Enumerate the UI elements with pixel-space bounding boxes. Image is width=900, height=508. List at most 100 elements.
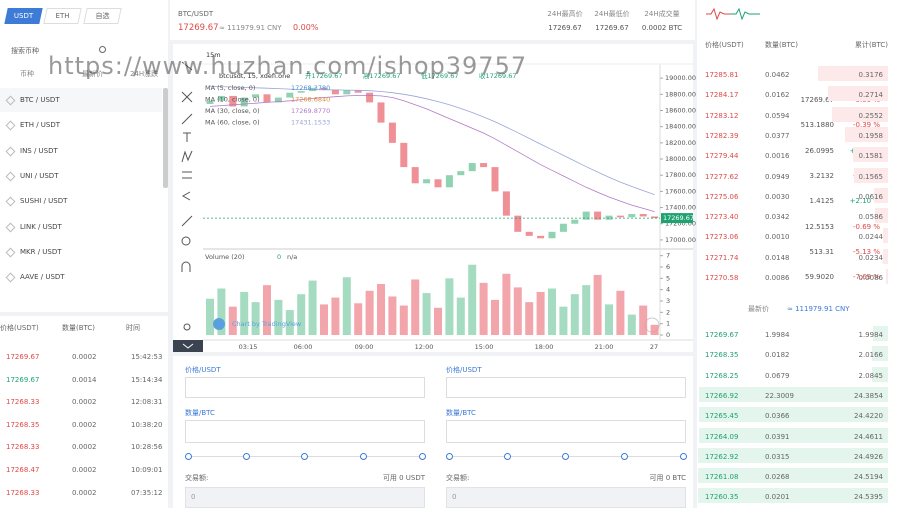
trades-header: 价格(USDT) (0, 324, 39, 332)
pair-price: 59.9020 (805, 273, 834, 282)
slider-dot[interactable] (243, 453, 250, 460)
ob-total: 24.3854 (854, 391, 883, 400)
volume-bar (228, 306, 237, 335)
trade-time: 12:08:31 (131, 398, 163, 407)
y-tick-label: 18600.00 (665, 106, 696, 114)
volume-bar (593, 274, 602, 335)
ma-legend-value: 17431.1533 (291, 119, 330, 127)
slider-dot[interactable] (419, 453, 426, 460)
volume-bar (365, 290, 374, 335)
depth-bar (844, 126, 888, 142)
depth-bar (882, 228, 888, 244)
ob-total: 24.4611 (854, 432, 883, 441)
ob-price: 17273.06 (705, 233, 739, 242)
ob-price: 17282.39 (705, 131, 739, 140)
volume-bar (479, 282, 488, 335)
pair-name: ETH / USDT (20, 121, 61, 130)
ticker-pair: BTC/USDT (178, 10, 214, 18)
pair-change: -7.69 % (853, 273, 880, 282)
y-tick-label: 17000.00 (665, 236, 696, 244)
trade-time: 15:14:34 (131, 375, 163, 384)
depth-bar (698, 488, 888, 504)
ob-price: 17271.74 (705, 253, 739, 262)
slider-dot[interactable] (680, 453, 687, 460)
volume-tick-label: 1 (666, 320, 670, 328)
x-tick-label: 06:00 (294, 343, 313, 351)
ob-total: 0.1565 (858, 172, 884, 181)
ma-line (209, 95, 655, 212)
total-value: 0 (452, 493, 457, 501)
ob-total: 0.3176 (858, 71, 884, 79)
ob-amount: 0.0342 (765, 213, 790, 222)
stat-value: 0.0002 BTC (641, 24, 683, 32)
volume-title: Volume (20) (205, 253, 245, 261)
candle-body (468, 163, 476, 172)
candle-body (411, 167, 419, 184)
collapse-button[interactable] (173, 340, 203, 352)
slider-dot[interactable] (621, 453, 628, 460)
ma-legend-name: MA (10, close, 0) (205, 96, 260, 104)
slider-dot[interactable] (185, 453, 192, 460)
volume-bar (536, 291, 545, 335)
total-value: 0 (191, 493, 196, 501)
pair-change: -0.39 % (853, 121, 880, 130)
selected-row[interactable] (0, 88, 162, 112)
ma-legend-name: MA (5, close, 0) (205, 84, 255, 92)
volume-tick-label: 0 (666, 331, 670, 339)
ob-amount: 0.0949 (765, 172, 790, 181)
candle-body (206, 100, 214, 105)
y-tick-label: 17200.00 (665, 220, 696, 228)
market-panel (0, 0, 168, 312)
volume-tick-label: 6 (666, 263, 670, 271)
ob-total: 24.4220 (854, 412, 883, 421)
depth-bar (874, 187, 888, 203)
ob-amount: 0.0148 (765, 253, 790, 262)
price-input[interactable] (446, 377, 686, 398)
depth-bar (872, 326, 888, 341)
ob-amount: 0.0377 (765, 131, 790, 140)
y-tick-label: 18000.00 (665, 155, 696, 163)
trade-amount: 0.0002 (72, 420, 97, 429)
trade-time: 10:38:20 (131, 420, 163, 429)
ob-total: 0.0244 (858, 233, 884, 242)
pair-change: +2.10 % (849, 197, 880, 206)
ob-total: 0.2714 (858, 91, 884, 100)
candle-body (514, 215, 522, 232)
ob-price: 17268.35 (705, 351, 739, 360)
candle-body (537, 235, 545, 239)
slider-dot[interactable] (360, 453, 367, 460)
volume-bar (331, 297, 340, 335)
ob-amount: 0.0201 (765, 493, 790, 502)
ma-line (209, 85, 655, 195)
volume-bar (263, 285, 271, 335)
trade-amount: 0.0002 (72, 488, 97, 497)
ob-amount: 0.0162 (765, 91, 790, 100)
market-tab-label: ETH (55, 12, 70, 20)
volume-tick-label: 4 (666, 286, 670, 294)
ob-price: 17284.17 (705, 91, 739, 100)
trade-time: 10:09:01 (131, 466, 163, 474)
volume-na: n/a (287, 253, 297, 261)
candle-body (457, 171, 465, 176)
volume-bar (627, 314, 636, 335)
trade-amount: 0.0014 (72, 375, 97, 384)
pair-price: 513.31 (809, 247, 835, 256)
pair-name: AAVE / USDT (20, 273, 65, 282)
slider-dot[interactable] (504, 453, 511, 460)
price-input[interactable] (185, 377, 425, 398)
amount-input[interactable] (185, 420, 425, 443)
stat-label: 24H最高价 (547, 10, 583, 18)
ma-legend-value: 17268.3780 (291, 84, 330, 92)
x-tick-label: 15:00 (475, 343, 494, 351)
slider-dot[interactable] (562, 453, 569, 460)
ma-legend-name: MA (60, close, 0) (205, 119, 260, 127)
ob-total: 0.0616 (858, 192, 884, 201)
slider-dot[interactable] (446, 453, 453, 460)
amount-input[interactable] (446, 420, 686, 443)
interval-label: 15m (206, 51, 221, 59)
slider-dot[interactable] (301, 453, 308, 460)
candle-body (388, 122, 396, 143)
candle-body (400, 142, 408, 168)
ob-total: 24.5194 (854, 473, 883, 482)
